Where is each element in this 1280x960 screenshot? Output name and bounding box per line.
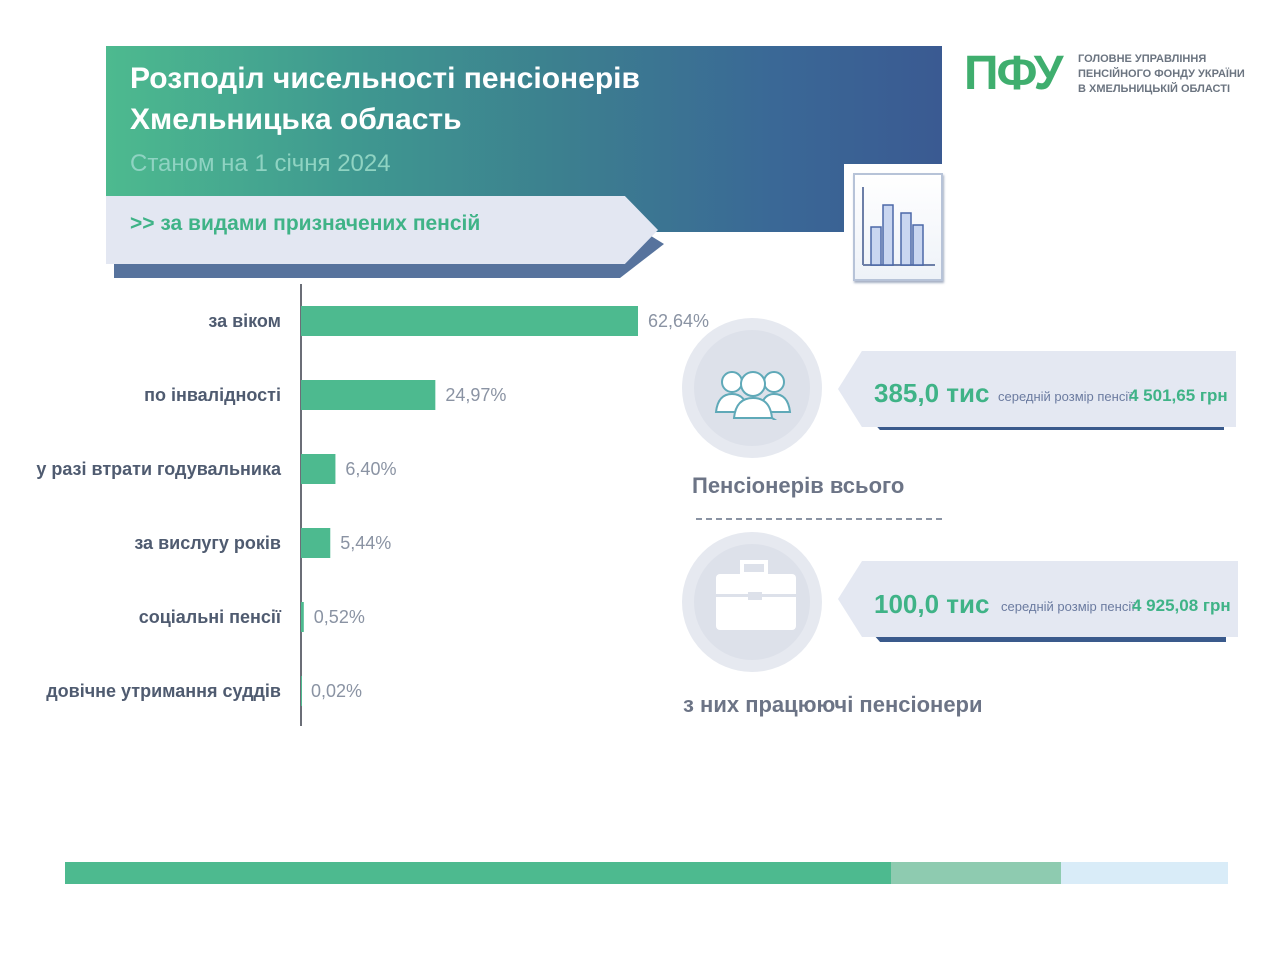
total-icon-circle <box>682 318 822 458</box>
logo-caption: ГОЛОВНЕ УПРАВЛІННЯ ПЕНСІЙНОГО ФОНДУ УКРА… <box>1078 52 1245 97</box>
footer-bar-segment <box>65 862 891 884</box>
total-pensioners-value: 385,0 тис <box>874 378 990 408</box>
value-label: 0,52% <box>314 607 365 627</box>
working-icon-circle <box>682 532 822 672</box>
bar <box>301 454 336 484</box>
bar-chart-icon <box>853 173 943 281</box>
stats-divider <box>696 518 942 520</box>
people-group-icon <box>714 371 792 420</box>
category-label: за віком <box>208 311 281 331</box>
bar <box>301 528 331 558</box>
value-label: 62,64% <box>648 311 709 331</box>
total-stat-band <box>838 351 1236 427</box>
section-label: >> за видами призначених пенсій <box>130 212 481 235</box>
footer-bar-segment <box>1061 862 1228 884</box>
working-caption: з них працюючі пенсіонери <box>683 692 983 717</box>
value-label: 5,44% <box>340 533 391 553</box>
category-label: у разі втрати годувальника <box>36 459 282 479</box>
working-stat-band <box>838 561 1238 637</box>
category-label: соціальні пенсії <box>139 607 282 627</box>
footer-bar-segment <box>891 862 1061 884</box>
briefcase-icon <box>716 560 796 630</box>
working-avg-label: середній розмір пенсії <box>1001 599 1135 614</box>
logo-caption-line2: ПЕНСІЙНОГО ФОНДУ УКРАЇНИ <box>1078 68 1245 80</box>
bar <box>301 602 304 632</box>
total-caption: Пенсіонерів всього <box>692 473 905 498</box>
value-label: 0,02% <box>311 681 362 701</box>
bar <box>301 306 639 336</box>
logo-caption-line3: В ХМЕЛЬНИЦЬКІЙ ОБЛАСТІ <box>1078 83 1231 95</box>
page-subtitle: Станом на 1 січня 2024 <box>130 150 391 177</box>
logo-caption-line1: ГОЛОВНЕ УПРАВЛІННЯ <box>1078 53 1207 65</box>
section-arrow <box>106 196 658 264</box>
bar <box>301 380 436 410</box>
total-avg-label: середній розмір пенсії <box>998 389 1132 404</box>
value-label: 24,97% <box>445 385 506 405</box>
pfu-logo: ПФУ <box>964 47 1063 100</box>
category-label: за вислугу років <box>134 533 281 553</box>
page-title-line2: Хмельницька область <box>130 103 462 136</box>
total-avg-value: 4 501,65 грн <box>1129 386 1228 405</box>
working-pensioners-value: 100,0 тис <box>874 589 990 619</box>
category-label: довічне утримання суддів <box>46 681 281 701</box>
category-label: по інвалідності <box>144 385 281 405</box>
bar <box>301 676 302 706</box>
pension-types-bar-chart: за віком 62,64% по інвалідності 24,97% у раз… <box>36 284 709 726</box>
working-avg-value: 4 925,08 грн <box>1132 596 1231 615</box>
value-label: 6,40% <box>345 459 396 479</box>
page-title-line1: Розподіл чисельності пенсіонерів <box>130 62 640 95</box>
